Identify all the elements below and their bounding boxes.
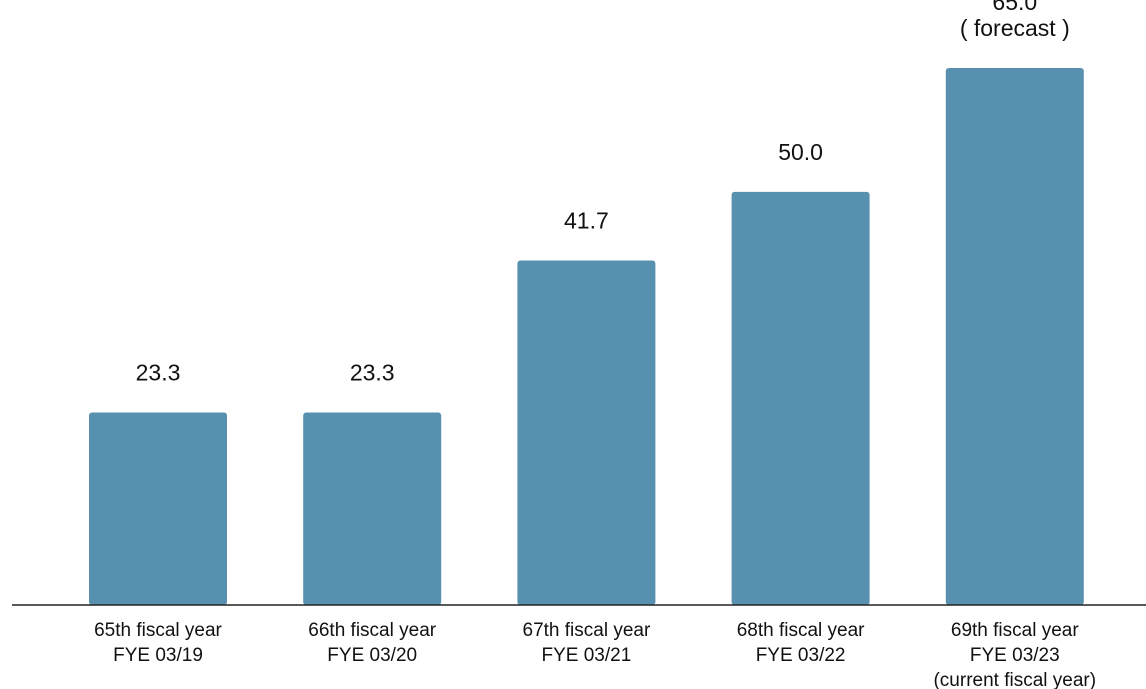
value-label-3: 41.7 — [564, 208, 609, 234]
value-label-4: 50.0 — [778, 139, 823, 165]
bar-4 — [731, 191, 870, 605]
value-labels-group: 23.3 23.3 41.7 50.0 65.0( forecast ) — [136, 0, 1070, 386]
value-label-2: 23.3 — [350, 360, 395, 386]
bar-2 — [303, 412, 442, 605]
category-label-1: 65th fiscal year FYE 03/19 — [94, 620, 222, 666]
category-label-2: 66th fiscal year FYE 03/20 — [308, 620, 436, 666]
bar-5 — [945, 68, 1084, 605]
category-label-3: 67th fiscal year FYE 03/21 — [523, 620, 651, 666]
bar-1 — [89, 412, 227, 605]
category-label-5: 69th fiscal year FYE 03/23 (current fiscal… — [933, 620, 1096, 689]
bar-3 — [517, 260, 656, 605]
value-label-5: 65.0( forecast ) — [960, 0, 1070, 41]
x-tick-labels-group: 65th fiscal year FYE 03/19 66th fiscal yea… — [94, 620, 1096, 689]
bars-group — [89, 68, 1084, 605]
value-label-1: 23.3 — [136, 360, 181, 386]
category-label-4: 68th fiscal year FYE 03/22 — [737, 620, 865, 666]
